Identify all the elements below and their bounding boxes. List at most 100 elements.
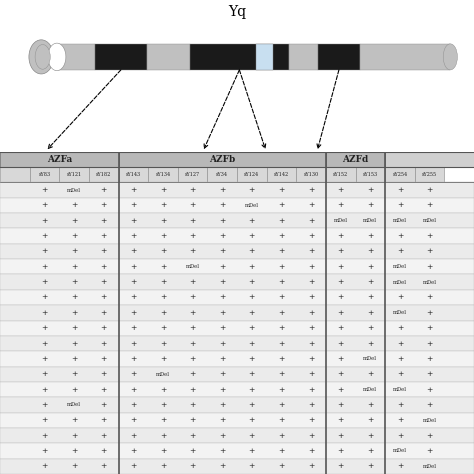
Text: +: + — [71, 247, 77, 255]
Text: +: + — [249, 309, 255, 317]
Text: mDel: mDel — [422, 218, 437, 223]
Text: +: + — [427, 309, 433, 317]
Text: +: + — [130, 293, 137, 301]
Text: +: + — [308, 232, 314, 240]
Text: +: + — [190, 217, 196, 225]
Text: +: + — [41, 201, 47, 210]
Text: +: + — [41, 309, 47, 317]
Text: +: + — [278, 293, 284, 301]
Text: +: + — [160, 247, 166, 255]
Text: +: + — [100, 401, 107, 409]
Text: +: + — [308, 217, 314, 225]
Text: +: + — [427, 232, 433, 240]
Bar — [289, 44, 318, 70]
Text: +: + — [337, 309, 344, 317]
Text: +: + — [130, 416, 137, 424]
Text: mDel: mDel — [334, 218, 348, 223]
Bar — [318, 44, 360, 70]
Text: Yq: Yq — [228, 5, 246, 19]
Text: +: + — [71, 385, 77, 393]
Text: +: + — [337, 201, 344, 210]
Text: +: + — [160, 432, 166, 439]
Text: +: + — [219, 217, 225, 225]
Text: +: + — [249, 401, 255, 409]
Text: +: + — [190, 309, 196, 317]
Text: +: + — [130, 339, 137, 347]
Text: +: + — [100, 355, 107, 363]
Text: +: + — [249, 217, 255, 225]
Text: +: + — [249, 293, 255, 301]
Text: +: + — [100, 263, 107, 271]
Bar — [0, 167, 29, 182]
Text: mDel: mDel — [422, 464, 437, 469]
Text: +: + — [190, 247, 196, 255]
Text: +: + — [190, 462, 196, 470]
Bar — [148, 167, 178, 182]
Text: +: + — [367, 416, 374, 424]
Text: +: + — [71, 339, 77, 347]
Text: +: + — [160, 462, 166, 470]
Text: sY255: sY255 — [422, 172, 437, 177]
Ellipse shape — [35, 45, 50, 69]
Text: +: + — [71, 462, 77, 470]
Text: +: + — [41, 385, 47, 393]
Text: +: + — [100, 186, 107, 194]
Text: +: + — [130, 217, 137, 225]
Text: +: + — [278, 247, 284, 255]
Bar — [326, 152, 385, 167]
Text: +: + — [427, 201, 433, 210]
Text: +: + — [219, 201, 225, 210]
Text: +: + — [397, 355, 403, 363]
Text: +: + — [219, 309, 225, 317]
Text: +: + — [219, 370, 225, 378]
Text: +: + — [397, 186, 403, 194]
Text: +: + — [367, 232, 374, 240]
Text: +: + — [160, 309, 166, 317]
Bar — [0, 274, 474, 290]
Text: mDel: mDel — [393, 310, 407, 315]
Text: +: + — [367, 186, 374, 194]
Text: +: + — [160, 324, 166, 332]
Text: +: + — [367, 201, 374, 210]
Bar — [0, 382, 474, 397]
Text: +: + — [100, 432, 107, 439]
Text: +: + — [308, 324, 314, 332]
Text: +: + — [41, 401, 47, 409]
Text: +: + — [130, 432, 137, 439]
Text: +: + — [397, 232, 403, 240]
Text: +: + — [367, 401, 374, 409]
Text: +: + — [160, 201, 166, 210]
Text: mDel: mDel — [393, 448, 407, 454]
Text: +: + — [337, 339, 344, 347]
Text: +: + — [160, 232, 166, 240]
Text: +: + — [100, 232, 107, 240]
Bar — [0, 336, 474, 351]
Text: mDel: mDel — [363, 387, 377, 392]
Text: mDel: mDel — [67, 402, 81, 408]
Text: sY127: sY127 — [185, 172, 200, 177]
Text: +: + — [308, 339, 314, 347]
Text: +: + — [41, 263, 47, 271]
Text: mDel: mDel — [156, 372, 170, 377]
Text: +: + — [367, 324, 374, 332]
Bar — [0, 428, 474, 443]
Text: +: + — [100, 278, 107, 286]
Bar — [147, 44, 190, 70]
Text: +: + — [130, 324, 137, 332]
Text: +: + — [41, 293, 47, 301]
Text: +: + — [130, 355, 137, 363]
Text: +: + — [337, 370, 344, 378]
Text: +: + — [41, 186, 47, 194]
Text: +: + — [130, 370, 137, 378]
Bar — [0, 443, 474, 459]
Text: mDel: mDel — [422, 280, 437, 285]
Text: +: + — [100, 370, 107, 378]
Text: +: + — [71, 324, 77, 332]
Text: +: + — [41, 324, 47, 332]
Text: +: + — [41, 247, 47, 255]
Bar — [356, 167, 385, 182]
Text: +: + — [278, 278, 284, 286]
Text: +: + — [190, 355, 196, 363]
Text: mDel: mDel — [393, 387, 407, 392]
Bar — [55, 44, 95, 70]
